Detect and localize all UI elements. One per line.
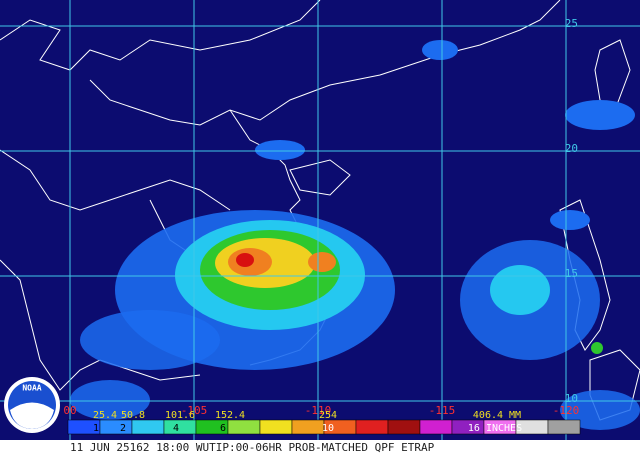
latitude-label: 10 <box>565 392 578 405</box>
precip <box>70 40 640 430</box>
graticule <box>0 0 640 440</box>
legend-inch-label: 6 <box>220 423 226 434</box>
graticule-labels: 25 20 15 10 00 -105 -110 -115 -120 <box>63 17 579 417</box>
legend-mm-label: 101.6 <box>165 410 195 421</box>
legend-swatch <box>355 419 389 435</box>
legend-swatch <box>131 419 165 435</box>
legend-swatch <box>259 419 293 435</box>
legend-swatch <box>419 419 453 435</box>
legend: 25.4 50.8 101.6 152.4 254 406.4 MM 1 2 4 6 10 16 IN… <box>67 410 581 435</box>
legend-inch-label: 10 <box>322 423 334 434</box>
latitude-label: 25 <box>565 17 578 30</box>
legend-mm-label: 406.4 MM <box>473 410 521 421</box>
longitude-label: 00 <box>63 404 76 417</box>
longitude-label: -105 <box>181 404 208 417</box>
legend-inch-label: 16 INCHES <box>468 423 522 434</box>
legend-swatch <box>291 419 325 435</box>
logo-text: NOAA <box>22 384 41 393</box>
longitude-label: -110 <box>305 404 332 417</box>
legend-swatch <box>547 419 581 435</box>
longitude-label: -120 <box>553 404 580 417</box>
noaa-logo: NOAA <box>4 377 60 433</box>
legend-mm-label: 254 <box>319 410 337 421</box>
legend-inch-label: 4 <box>173 423 179 434</box>
longitude-label: -115 <box>429 404 456 417</box>
footer: 11 JUN 25162 18:00 WUTIP:00-06HR PROB-MA… <box>70 441 435 454</box>
legend-swatch <box>387 419 421 435</box>
legend-mm-label: 152.4 <box>215 410 245 421</box>
legend-mm-label: 25.4 <box>93 410 117 421</box>
legend-swatch <box>163 419 197 435</box>
latitude-label: 15 <box>565 267 578 280</box>
legend-swatch <box>227 419 261 435</box>
legend-mm-label: 50.8 <box>121 410 145 421</box>
legend-swatch <box>99 419 133 435</box>
latitude-label: 20 <box>565 142 578 155</box>
legend-inch-label: 1 <box>93 423 99 434</box>
legend-inch-label: 2 <box>120 423 126 434</box>
